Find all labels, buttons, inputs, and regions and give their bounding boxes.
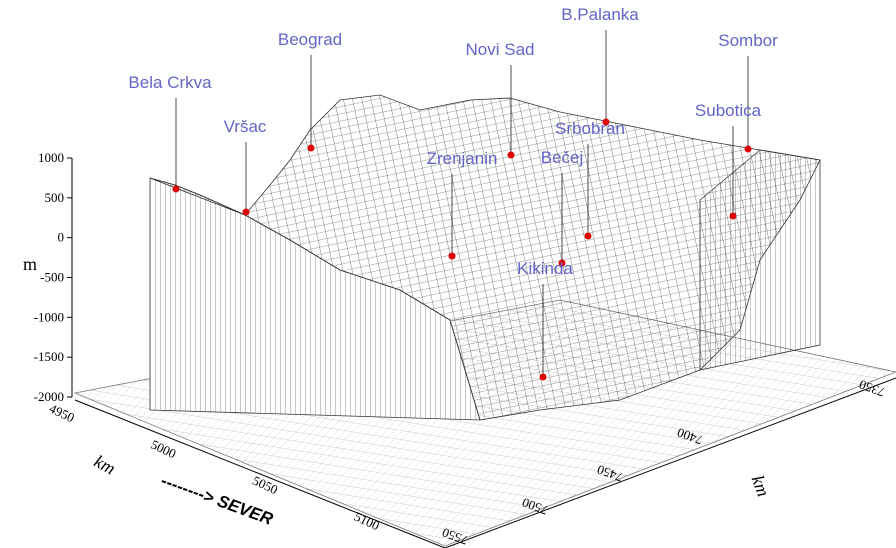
z-tick-label: -2000 — [34, 389, 64, 404]
z-tick-label: 1000 — [38, 150, 64, 165]
city-label: Kikinda — [517, 259, 573, 278]
city-label: Beograd — [278, 30, 342, 49]
surface — [149, 94, 821, 421]
city-label: Bela Crkva — [128, 73, 212, 92]
x-axis — [74, 399, 446, 548]
city-label: Sombor — [718, 31, 778, 50]
x-tick-label: 4950 — [47, 401, 77, 426]
city-marker — [602, 118, 610, 126]
city-label: Subotica — [695, 101, 762, 120]
z-axis-label: m — [23, 254, 37, 274]
y-axis-label: km — [748, 473, 774, 500]
city-marker — [448, 252, 456, 260]
z-tick-label: 0 — [58, 230, 65, 245]
city-label: Zrenjanin — [427, 149, 498, 168]
city-label: Vršac — [224, 117, 267, 136]
y-axis — [444, 377, 896, 548]
x-tick-label: 5000 — [149, 437, 179, 462]
z-tick-label: -1000 — [34, 309, 64, 324]
city-marker — [729, 212, 737, 220]
city-label: Bečej — [541, 148, 584, 167]
city-label: B.Palanka — [561, 5, 639, 24]
city-marker — [744, 145, 752, 153]
city-label: Novi Sad — [466, 40, 535, 59]
x-axis-label: km — [91, 451, 119, 479]
city-label: Srbobran — [555, 119, 625, 138]
city-marker — [172, 185, 180, 193]
z-tick-label: -1500 — [34, 349, 64, 364]
left-wall-lines — [150, 178, 480, 420]
city-marker — [558, 259, 566, 267]
z-tick-label: -500 — [40, 270, 64, 285]
z-tick-label: 500 — [45, 190, 65, 205]
city-marker — [584, 232, 592, 240]
city-marker — [539, 373, 547, 381]
city-marker — [507, 151, 515, 159]
city-marker — [307, 144, 315, 152]
city-marker — [242, 208, 250, 216]
